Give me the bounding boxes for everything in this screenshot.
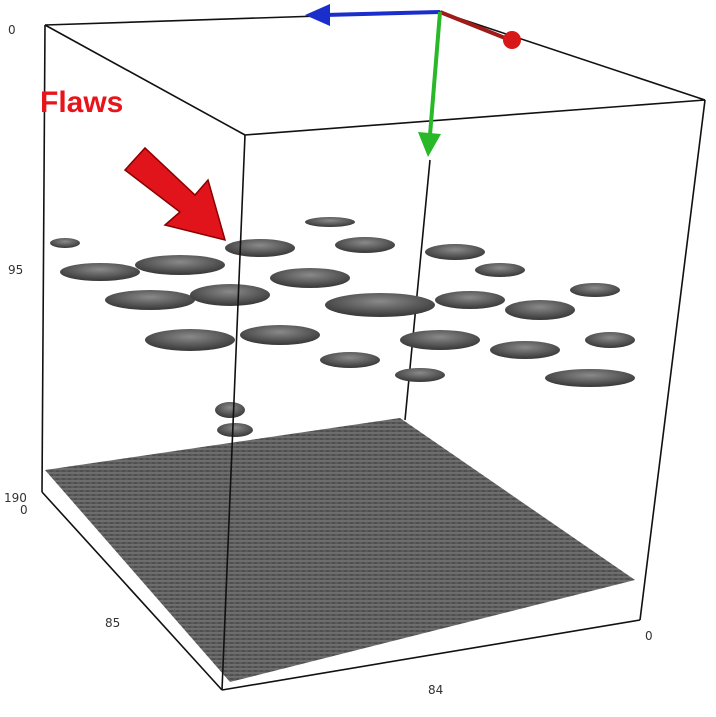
box-front-edges <box>41 24 706 691</box>
axis-label: 0 <box>20 503 28 517</box>
annotation-label: Flaws <box>40 86 123 119</box>
bottom-surface <box>45 418 635 682</box>
axis-label: 190 <box>4 491 27 505</box>
axis-label: 0 <box>645 629 653 643</box>
axis-label: 84 <box>428 683 443 697</box>
axis-label: 95 <box>8 263 23 277</box>
flaws <box>50 217 635 437</box>
orientation-axes <box>305 4 521 157</box>
annotation-arrow <box>123 146 227 242</box>
axis-label: 85 <box>105 616 120 630</box>
axis-label: 0 <box>8 23 16 37</box>
